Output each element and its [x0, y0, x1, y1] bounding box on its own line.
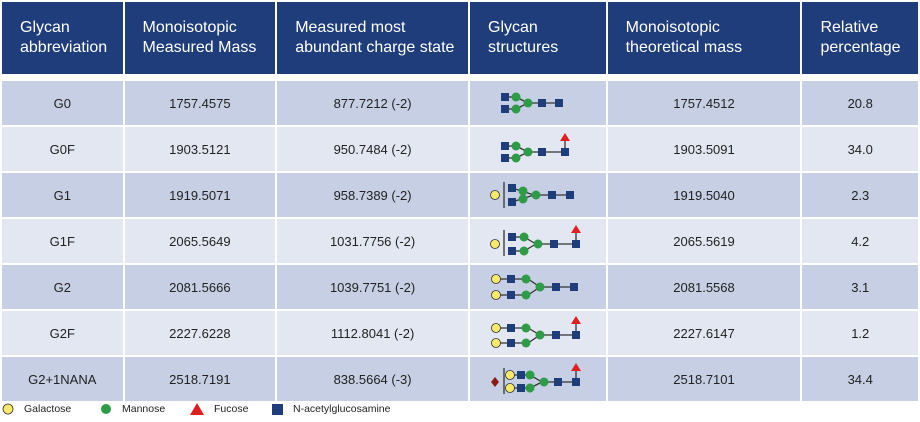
mannose-green-circle-icon — [101, 404, 111, 414]
charge-state: 1031.7756 (-2) — [277, 219, 469, 263]
g2-structure-icon — [490, 274, 578, 300]
glcnac-blue-square-icon — [272, 403, 283, 415]
theoretical-mass: 2065.5619 — [607, 219, 801, 263]
glycan-abbreviation: G2+1NANA — [2, 357, 123, 401]
glycan-abbreviation: G0 — [2, 81, 123, 125]
table-row: G1 1919.5071 958.7389 (-2) — [2, 173, 918, 217]
header-charge-state: Measured most abundant charge state — [277, 2, 469, 74]
fucose-red-triangle-icon — [190, 403, 204, 415]
table-row: G2 2081.5666 1039.7751 (-2) — [2, 265, 918, 309]
glycan-abbreviation: G1 — [2, 173, 123, 217]
legend-item-galactose: Galactose — [2, 403, 71, 415]
glycan-abbreviation: G1F — [2, 219, 123, 263]
measured-mass: 2065.5649 — [124, 219, 276, 263]
table-row: G0F 1903.5121 950.7484 (-2) — [2, 127, 918, 171]
table-row: G1F 2065.5649 1031.7756 (-2) — [2, 219, 918, 263]
relative-percentage: 1.2 — [802, 311, 918, 355]
relative-percentage: 3.1 — [802, 265, 918, 309]
g2-1nana-structure-icon — [490, 363, 581, 394]
legend-item-glcnac: N-acetylglucosamine — [272, 403, 390, 415]
g0-structure-icon — [500, 92, 563, 114]
measured-mass: 2227.6228 — [124, 311, 276, 355]
legend-item-mannose: Mannose — [100, 403, 165, 415]
relative-percentage: 2.3 — [802, 173, 918, 217]
charge-state: 838.5664 (-3) — [277, 357, 469, 401]
relative-percentage: 34.4 — [802, 357, 918, 401]
legend-label: Galactose — [24, 403, 72, 415]
measured-mass: 2081.5666 — [124, 265, 276, 309]
theoretical-mass: 2227.6147 — [607, 311, 801, 355]
charge-state: 1039.7751 (-2) — [277, 265, 469, 309]
header-row: Glycan abbreviation Monoisotopic Measure… — [2, 2, 918, 74]
table-row: G2F 2227.6228 1112.8041 (-2) — [2, 311, 918, 355]
theoretical-mass: 2518.7101 — [607, 357, 801, 401]
glycan-abbreviation: G2 — [2, 265, 123, 309]
galactose-yellow-circle-icon — [2, 403, 14, 415]
header-relative-percentage: Relative percentage — [802, 2, 918, 74]
header-glycan-abbreviation: Glycan abbreviation — [2, 2, 123, 74]
header-glycan-structures: Glycan structures — [470, 2, 606, 74]
legend-item-fucose: Fucose — [190, 403, 248, 415]
glycan-table: Glycan abbreviation Monoisotopic Measure… — [2, 2, 918, 401]
relative-percentage: 34.0 — [802, 127, 918, 171]
g1-structure-icon — [489, 182, 574, 208]
glycan-abbreviation: G2F — [2, 311, 123, 355]
theoretical-mass: 1903.5091 — [607, 127, 801, 171]
g2f-structure-icon — [490, 316, 581, 348]
relative-percentage: 4.2 — [802, 219, 918, 263]
legend-label: N-acetylglucosamine — [293, 403, 391, 415]
measured-mass: 1757.4575 — [124, 81, 276, 125]
charge-state: 958.7389 (-2) — [277, 173, 469, 217]
theoretical-mass: 1757.4512 — [607, 81, 801, 125]
relative-percentage: 20.8 — [802, 81, 918, 125]
g0f-structure-icon — [500, 133, 570, 163]
measured-mass: 1919.5071 — [124, 173, 276, 217]
table-row: G0 1757.4575 877.7212 (-2) — [2, 81, 918, 125]
theoretical-mass: 2081.5568 — [607, 265, 801, 309]
legend-label: Fucose — [214, 403, 249, 415]
glycan-abbreviation: G0F — [2, 127, 123, 171]
table-row: G2+1NANA 2518.7191 838.5664 (-3) — [2, 357, 918, 401]
header-theoretical-mass: Monoisotopic theoretical mass — [607, 2, 801, 74]
charge-state: 877.7212 (-2) — [277, 81, 469, 125]
header-measured-mass: Monoisotopic Measured Mass — [124, 2, 276, 74]
measured-mass: 2518.7191 — [124, 357, 276, 401]
charge-state: 950.7484 (-2) — [277, 127, 469, 171]
theoretical-mass: 1919.5040 — [607, 173, 801, 217]
legend-label: Mannose — [122, 403, 166, 415]
measured-mass: 1903.5121 — [124, 127, 276, 171]
g1f-structure-icon — [489, 225, 581, 256]
charge-state: 1112.8041 (-2) — [277, 311, 469, 355]
